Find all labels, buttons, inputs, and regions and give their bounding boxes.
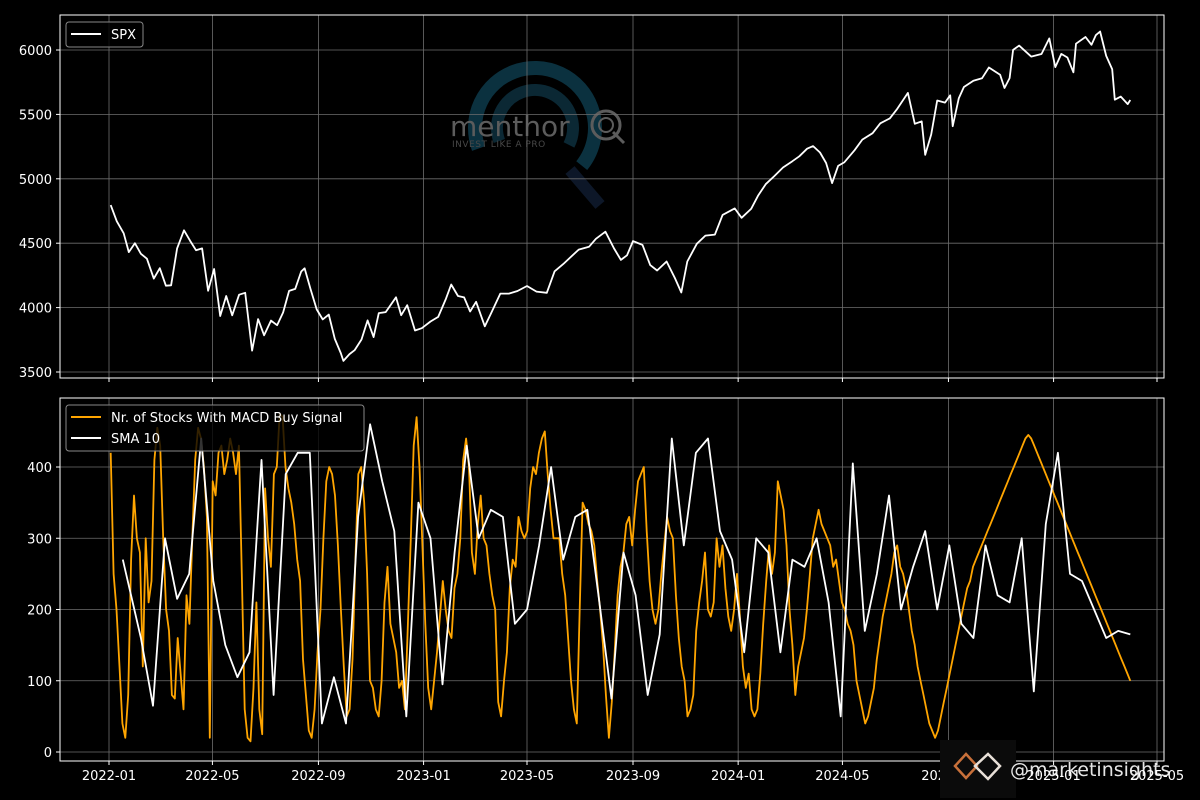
logo-tail [565, 166, 605, 209]
spx-line [109, 30, 1132, 362]
x-tick-label: 2022-01 [82, 769, 136, 784]
orange-diamond-icon [953, 752, 979, 780]
spx-legend-label: SPX [111, 28, 136, 43]
y-tick-label: 3500 [19, 366, 52, 381]
x-tick-label: 2022-09 [291, 769, 345, 784]
macd-y-axis: 0 100 200 300 400 [27, 461, 60, 761]
watermark-tagline: INVEST LIKE A PRO [452, 140, 546, 150]
marketinsights-watermark: @marketinsights [940, 740, 1170, 798]
y-tick-label: 400 [27, 461, 52, 476]
y-tick-label: 100 [27, 675, 52, 690]
menthorq-watermark: menthor INVEST LIKE A PRO [450, 61, 626, 209]
x-tick-label: 2024-05 [815, 769, 869, 784]
spx-gridlines [60, 15, 1164, 378]
x-tick-label: 2022-05 [185, 769, 239, 784]
y-tick-label: 0 [44, 746, 52, 761]
spx-y-axis: 3500 4000 4500 5000 5500 6000 [19, 44, 60, 381]
macd-legend: Nr. of Stocks With MACD Buy Signal SMA 1… [65, 404, 365, 452]
x-tick-label: 2024-01 [711, 769, 765, 784]
q-logo-inner-icon [598, 117, 614, 133]
x-tick-label: 2025-05 [1130, 769, 1184, 784]
white-diamond-icon [973, 752, 1002, 781]
y-tick-label: 4000 [19, 302, 52, 317]
x-tick-label: 2023-05 [500, 769, 554, 784]
spx-x-axis [108, 378, 1158, 382]
macd-axes-frame [59, 397, 1165, 762]
sma10-line [121, 423, 1131, 725]
spx-plot-area [109, 30, 1132, 362]
y-tick-label: 5000 [19, 173, 52, 188]
y-tick-label: 5500 [19, 108, 52, 123]
sma-legend-label: SMA 10 [111, 432, 160, 447]
x-tick-label: 2023-01 [396, 769, 450, 784]
q-logo-icon [590, 109, 622, 141]
spx-legend-box [65, 21, 144, 48]
y-tick-label: 4500 [19, 237, 52, 252]
handle-text: @marketinsights [1010, 759, 1170, 781]
logo-arc-inner [490, 84, 579, 172]
y-tick-label: 6000 [19, 44, 52, 59]
macd-legend-box [65, 404, 365, 452]
logo-arc-outer [467, 61, 602, 195]
y-tick-label: 200 [27, 604, 52, 619]
x-tick-label: 2023-09 [606, 769, 660, 784]
macd-legend-label: Nr. of Stocks With MACD Buy Signal [111, 411, 342, 426]
q-logo-tail-icon [611, 130, 626, 145]
watermark-brand: menthor [450, 110, 570, 143]
y-tick-label: 300 [27, 532, 52, 547]
spx-legend: SPX [65, 21, 144, 48]
spx-axes: 3500 4000 4500 5000 5500 6000 SPX [19, 14, 1165, 382]
spx-axes-frame [59, 14, 1165, 379]
x-tick-label: 2025-01 [1026, 769, 1080, 784]
